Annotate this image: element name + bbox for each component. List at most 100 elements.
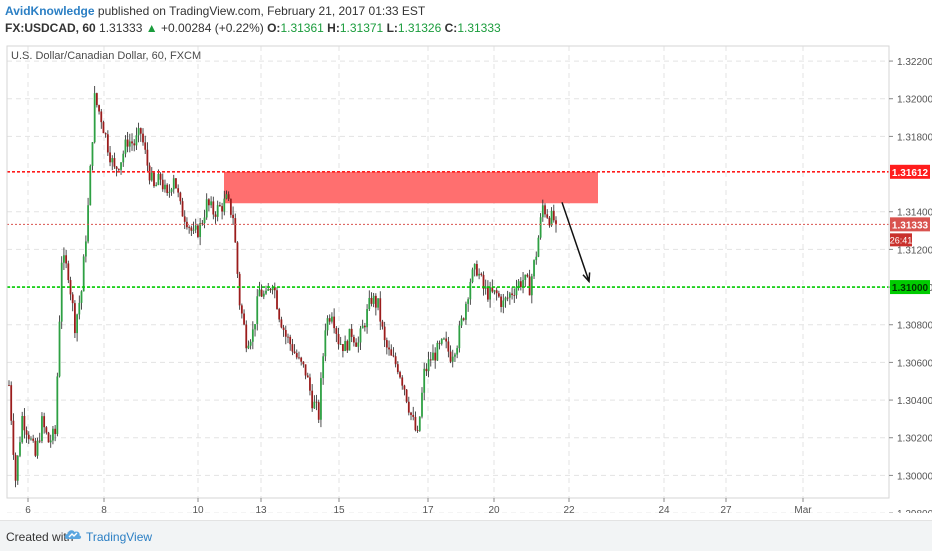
candle-body bbox=[168, 191, 171, 193]
candle-body bbox=[203, 217, 206, 224]
candle-body bbox=[429, 359, 432, 361]
candle-body bbox=[432, 352, 434, 361]
candle-body bbox=[293, 351, 296, 354]
candle-body bbox=[38, 440, 41, 442]
candle-body bbox=[179, 192, 182, 202]
candle-body bbox=[150, 172, 153, 181]
x-tick-label: 13 bbox=[255, 505, 267, 513]
candle-body bbox=[284, 329, 287, 337]
candle-body bbox=[328, 318, 331, 322]
candle-body bbox=[41, 416, 43, 442]
level-label-bg-resistance bbox=[890, 164, 930, 179]
candle-body bbox=[401, 377, 404, 386]
candle-body bbox=[449, 351, 452, 362]
chart-area[interactable]: U.S. Dollar/Canadian Dollar, 60, FXCM 1.… bbox=[0, 38, 932, 520]
level-label-resistance: 1.31612 bbox=[892, 168, 929, 179]
candle-body bbox=[14, 454, 17, 481]
chart-header: AvidKnowledge published on TradingView.c… bbox=[0, 0, 932, 38]
candle-body bbox=[23, 415, 26, 431]
candle-body bbox=[317, 402, 320, 420]
candle-body bbox=[115, 166, 118, 169]
candle-body bbox=[89, 165, 92, 206]
candle-body bbox=[265, 290, 267, 294]
candle-body bbox=[454, 354, 456, 357]
candle-body bbox=[120, 162, 122, 170]
y-tick-label: 1.30000 bbox=[897, 471, 932, 482]
candle-body bbox=[161, 179, 164, 190]
candle-body bbox=[344, 341, 347, 352]
candle-body bbox=[410, 412, 412, 415]
candle-body bbox=[197, 225, 199, 237]
candle-body bbox=[550, 210, 553, 226]
author-link[interactable]: AvidKnowledge bbox=[5, 4, 95, 18]
candle-body bbox=[280, 319, 283, 328]
candle-body bbox=[465, 303, 467, 320]
open-label: O: bbox=[267, 21, 281, 35]
candle-body bbox=[153, 172, 155, 187]
candle-body bbox=[476, 263, 478, 276]
candle-body bbox=[12, 420, 15, 455]
candle-body bbox=[106, 134, 109, 153]
candle-body bbox=[381, 321, 384, 327]
candle-body bbox=[438, 342, 441, 344]
candle-body bbox=[201, 223, 204, 224]
candle-body bbox=[339, 344, 342, 345]
candle-body bbox=[361, 325, 364, 329]
candle-body bbox=[383, 326, 386, 341]
candle-body bbox=[289, 336, 292, 345]
open-value: 1.31361 bbox=[280, 21, 324, 35]
candle-body bbox=[528, 276, 531, 296]
candle-body bbox=[414, 416, 417, 431]
candle-body bbox=[451, 356, 454, 362]
candle-body bbox=[467, 299, 470, 304]
countdown-label: 26:41 bbox=[890, 235, 913, 245]
candle-body bbox=[337, 334, 340, 345]
candle-body bbox=[539, 217, 542, 238]
level-label-support: 1.31000 bbox=[892, 283, 929, 294]
candle-body bbox=[403, 385, 406, 390]
candle-body bbox=[245, 324, 248, 349]
candle-body bbox=[146, 149, 149, 166]
price-chart[interactable]: U.S. Dollar/Canadian Dollar, 60, FXCM 1.… bbox=[0, 38, 932, 520]
candle-body bbox=[396, 364, 399, 373]
candle-body bbox=[555, 220, 557, 225]
candle-body bbox=[273, 287, 276, 291]
candle-body bbox=[155, 184, 158, 187]
candle-body bbox=[133, 143, 136, 146]
candle-body bbox=[102, 122, 105, 134]
y-tick-label: 1.30600 bbox=[897, 358, 932, 369]
candle-body bbox=[407, 401, 410, 413]
candle-body bbox=[137, 128, 140, 136]
candle-body bbox=[71, 294, 74, 304]
candle-body bbox=[425, 368, 428, 372]
tradingview-brand[interactable]: TradingView bbox=[86, 530, 153, 544]
close-label: C: bbox=[444, 21, 458, 35]
candle-body bbox=[322, 356, 325, 379]
candle-body bbox=[82, 256, 85, 292]
price-levels bbox=[7, 171, 889, 288]
candle-body bbox=[388, 347, 390, 350]
candle-body bbox=[183, 216, 186, 222]
close-value: 1.31333 bbox=[457, 21, 501, 35]
candle-body bbox=[363, 325, 366, 328]
candle-body bbox=[440, 338, 443, 344]
candle-body bbox=[8, 385, 10, 386]
x-tick-label: 20 bbox=[488, 505, 500, 513]
candle-body bbox=[166, 184, 169, 193]
candle-body bbox=[157, 173, 160, 185]
candle-body bbox=[390, 349, 393, 356]
candle-body bbox=[372, 295, 375, 304]
time-axis[interactable]: 6 8 10 13 15 17 20 22 24 27 Mar bbox=[25, 498, 812, 516]
candle-body bbox=[247, 345, 250, 349]
countdown-bg bbox=[890, 233, 912, 247]
projection-arrow-head bbox=[582, 272, 591, 284]
candle-body bbox=[80, 291, 83, 303]
candle-body bbox=[214, 214, 217, 217]
x-tick-label: 27 bbox=[720, 505, 732, 513]
price-axis[interactable]: 1.32200 1.32000 1.31800 1.31400 1.31200 1.310… bbox=[889, 57, 932, 520]
candle-body bbox=[52, 428, 54, 441]
x-tick-label: 15 bbox=[333, 505, 345, 513]
candle-body bbox=[552, 210, 555, 221]
candle-body bbox=[188, 227, 191, 229]
candle-body bbox=[32, 438, 35, 441]
